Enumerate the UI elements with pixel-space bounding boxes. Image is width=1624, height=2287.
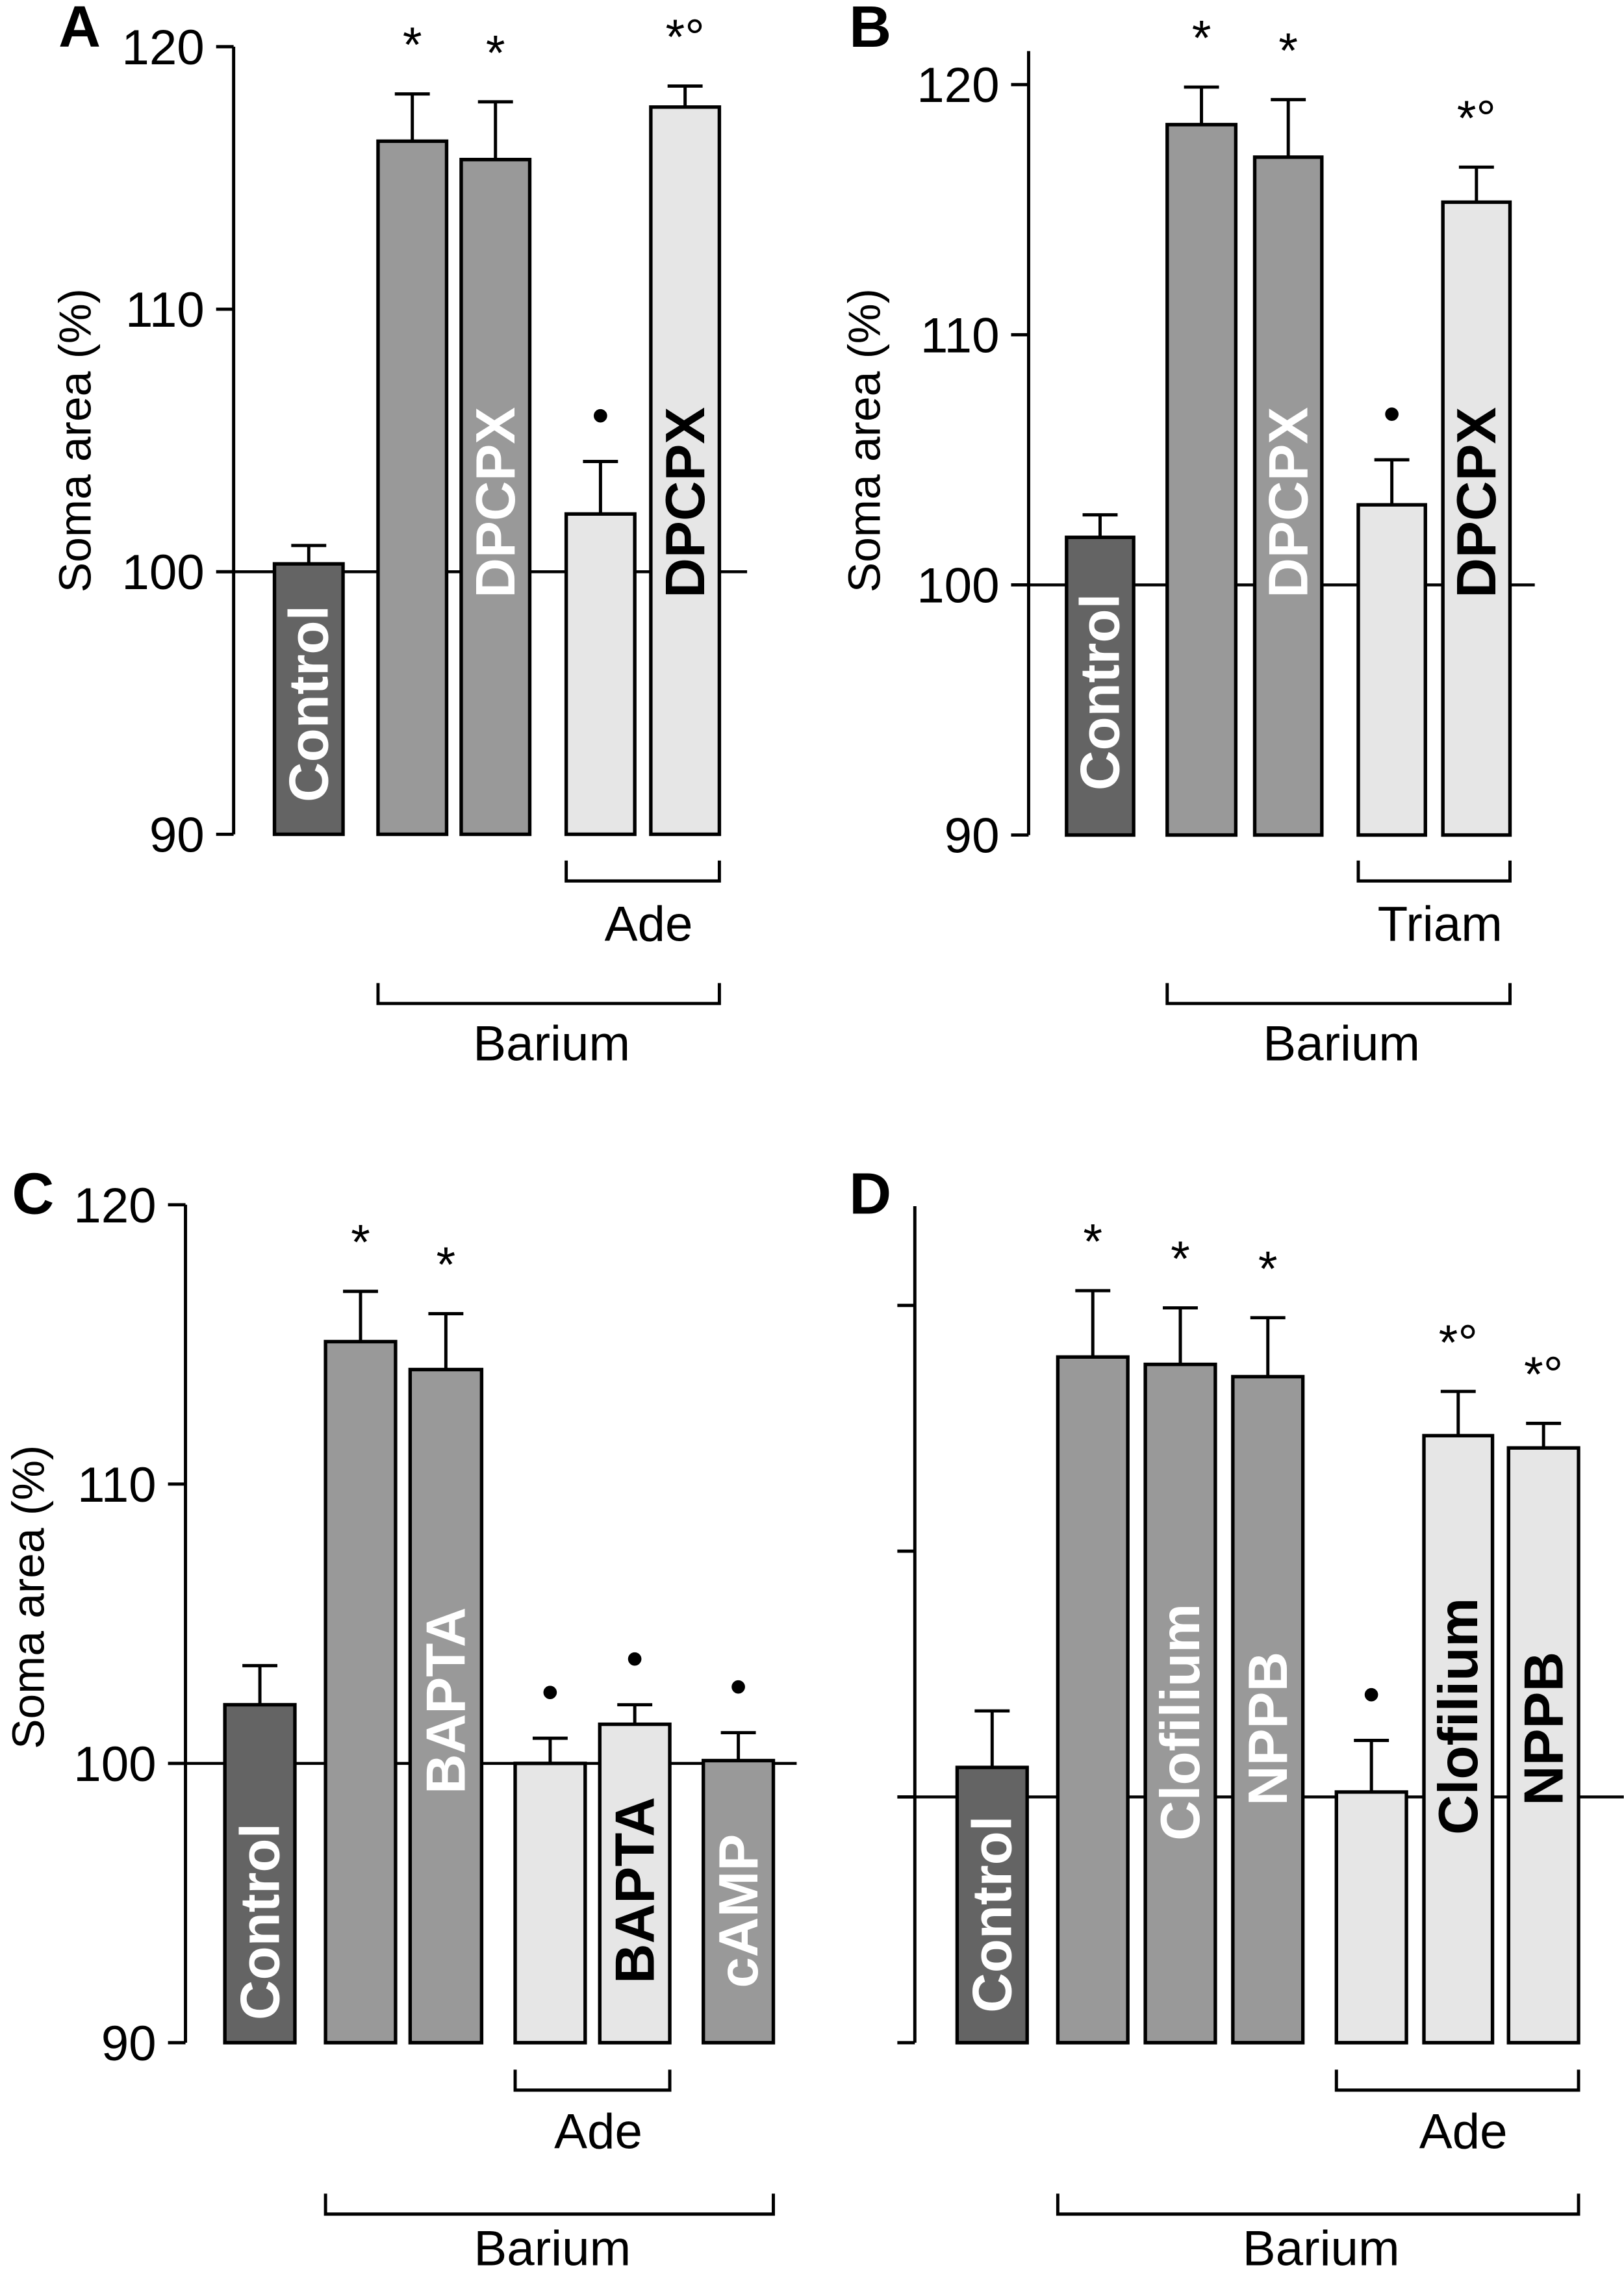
group-label: Barium [1243, 2221, 1400, 2276]
bar [1334, 1790, 1408, 2045]
group-bracket [324, 2193, 775, 2216]
bar-label: NPPB [1237, 1652, 1299, 1806]
bar-label: Clofilium [1428, 1598, 1490, 1835]
significance-marker: • [542, 1665, 559, 1720]
y-tick-label: 120 [73, 1178, 156, 1233]
significance-marker: * [1171, 1232, 1190, 1287]
bar-label: Control [1070, 594, 1132, 790]
group-label: Triam [1378, 896, 1503, 952]
panel-letter: B [849, 0, 891, 60]
bar [272, 562, 345, 837]
bar [1165, 123, 1238, 837]
significance-marker: * [351, 1215, 370, 1270]
group-label: Ade [605, 896, 693, 952]
significance-marker: * [1083, 1215, 1102, 1270]
group-label: Barium [474, 2221, 631, 2276]
panel-letter: D [849, 1161, 891, 1226]
y-axis-label: Soma area (%) [839, 288, 889, 592]
y-tick-label: 90 [945, 809, 1000, 864]
significance-marker: *° [1457, 91, 1496, 146]
significance-marker: • [730, 1660, 747, 1715]
panel-b: B 90 100 110 120 Soma area (%) Control * DPCPX * •… [839, 0, 1535, 1072]
y-axis-label: Soma area (%) [3, 1445, 54, 1749]
bar-label: DPCPX [1446, 407, 1508, 598]
y-tick-label: 90 [149, 807, 205, 863]
bar [1506, 1446, 1580, 2045]
bar [649, 105, 722, 837]
significance-marker: * [486, 25, 505, 81]
panel-d: D Control * Clofilium * NPPB * • Clofilium *° NPPB… [849, 1161, 1624, 2276]
group-bracket [1334, 2069, 1580, 2092]
panel-a: A 90 100 110 120 Soma area (%) Control * DPCPX * •… [50, 0, 748, 1072]
bar-label: DPCPX [655, 407, 717, 598]
bar-label: BAPTA [416, 1607, 477, 1794]
y-tick-label: 110 [125, 283, 205, 338]
panel-letter: A [58, 0, 101, 60]
bar-label: DPCPX [465, 407, 527, 598]
bar [702, 1758, 776, 2045]
bar-label: Control [229, 1823, 291, 2020]
panel-c: C 90 100 110 120 Soma area (%) Control * BAPTA * •… [3, 1161, 797, 2276]
significance-marker: • [592, 388, 609, 444]
y-tick-label: 100 [917, 558, 999, 613]
group-bracket [513, 2069, 672, 2092]
significance-marker: *° [1524, 1347, 1563, 1402]
bar [598, 1722, 672, 2045]
group-label: Ade [554, 2104, 642, 2160]
bar [1422, 1434, 1495, 2045]
bar-label: Control [278, 605, 340, 802]
y-tick-label: 100 [73, 1737, 156, 1792]
group-bracket [1056, 2193, 1580, 2216]
bar [513, 1762, 587, 2045]
bar [408, 1367, 484, 2045]
significance-marker: • [1363, 1667, 1380, 1723]
panel-letter: C [12, 1161, 54, 1226]
bar-label: DPCPX [1258, 407, 1319, 598]
bar [1065, 535, 1136, 837]
y-axis-label: Soma area (%) [50, 288, 101, 592]
group-bracket [565, 860, 721, 883]
significance-marker: *° [1439, 1315, 1478, 1371]
bar-label: Control [962, 1816, 1024, 2013]
significance-marker: * [1192, 11, 1212, 66]
y-tick-label: 100 [121, 545, 204, 600]
group-bracket [1165, 983, 1512, 1005]
significance-marker: * [403, 18, 422, 73]
y-tick-label: 110 [920, 308, 1000, 363]
bar-label: cAMP [708, 1834, 770, 1988]
bar [1252, 155, 1324, 837]
bar [955, 1765, 1029, 2045]
significance-marker: • [626, 1632, 644, 1687]
bar [1231, 1374, 1305, 2045]
bar [1441, 200, 1512, 837]
bar [564, 512, 637, 837]
bar [459, 157, 532, 837]
bar [324, 1339, 398, 2045]
significance-marker: * [1258, 1241, 1278, 1296]
significance-marker: • [1383, 386, 1401, 442]
group-label: Barium [1263, 1017, 1420, 1072]
group-label: Barium [473, 1017, 630, 1072]
bar [1143, 1362, 1217, 2045]
group-label: Ade [1419, 2104, 1508, 2160]
bar-label: Clofilium [1150, 1604, 1212, 1841]
significance-marker: *° [666, 10, 705, 65]
y-tick-label: 120 [917, 58, 999, 113]
bar [1056, 1355, 1130, 2045]
significance-marker: * [437, 1237, 456, 1293]
bar [223, 1702, 297, 2045]
significance-marker: * [1278, 23, 1298, 79]
bar-label: BAPTA [604, 1797, 666, 1984]
y-tick-label: 110 [77, 1458, 157, 1513]
y-tick-label: 90 [101, 2016, 157, 2071]
group-bracket [1356, 860, 1512, 883]
bar [1356, 503, 1427, 837]
bar-label: NPPB [1513, 1652, 1575, 1806]
group-bracket [376, 983, 721, 1005]
bar [376, 139, 449, 837]
y-tick-label: 120 [121, 20, 204, 75]
